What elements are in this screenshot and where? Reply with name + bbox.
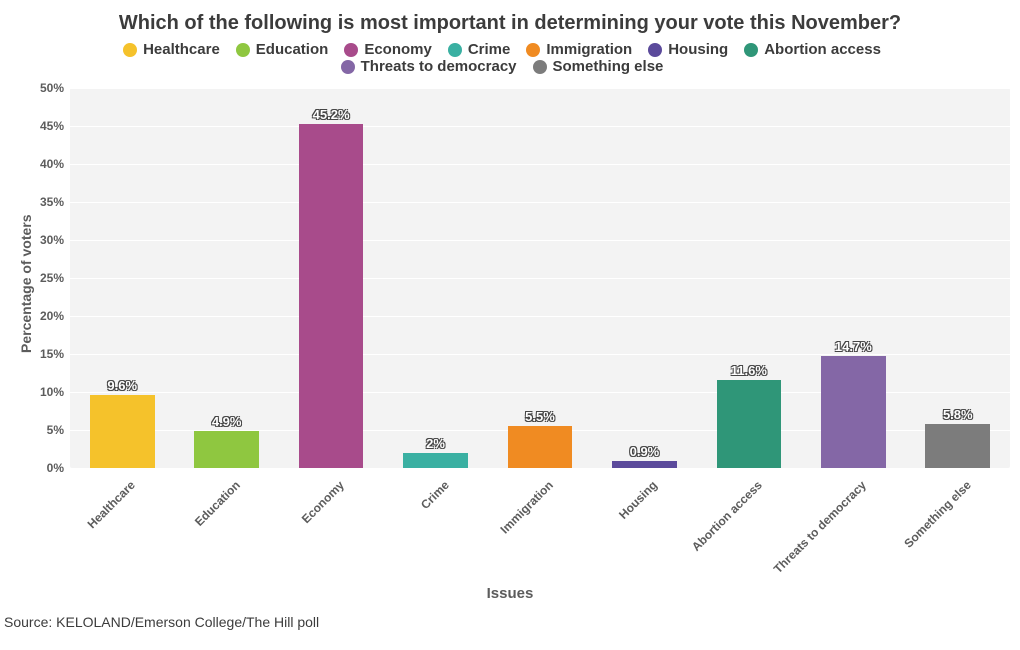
gridline: [70, 468, 1010, 469]
x-tick-label: Housing: [544, 478, 660, 594]
bar-value-label: 2%: [371, 436, 501, 451]
legend-label: Housing: [668, 41, 728, 58]
legend-label: Healthcare: [143, 41, 220, 58]
legend-swatch: [123, 43, 137, 57]
legend-swatch: [344, 43, 358, 57]
x-tick-label: Immigration: [440, 478, 556, 594]
y-tick-label: 30%: [28, 233, 64, 247]
legend-item: Crime: [448, 41, 511, 58]
legend: Healthcare Education Economy Crime Immigrati…: [0, 35, 1020, 79]
legend-label: Something else: [553, 58, 664, 75]
x-tick-label: Threats to democracy: [753, 478, 869, 594]
bar: 5.5%: [508, 426, 573, 468]
legend-item: Housing: [648, 41, 728, 58]
legend-swatch: [744, 43, 758, 57]
bar-value-label: 0.9%: [580, 444, 710, 459]
source-text: Source: KELOLAND/Emerson College/The Hil…: [4, 614, 319, 630]
bar-value-label: 5.8%: [893, 407, 1020, 422]
bar-value-label: 5.5%: [475, 409, 605, 424]
legend-item: Education: [236, 41, 329, 58]
x-tick-label: Crime: [335, 478, 451, 594]
plot-inner: 9.6% 4.9% 45.2% 2% 5.5% 0.9% 11.6% 14.7% 5.8%: [70, 88, 1010, 468]
y-tick-label: 10%: [28, 385, 64, 399]
bar-value-label: 11.6%: [684, 363, 814, 378]
y-tick-label: 45%: [28, 119, 64, 133]
legend-item: Economy: [344, 41, 432, 58]
legend-item: Something else: [533, 58, 664, 75]
legend-swatch: [533, 60, 547, 74]
x-tick-label: Something else: [858, 478, 974, 594]
y-tick-label: 25%: [28, 271, 64, 285]
gridline: [70, 126, 1010, 127]
y-tick-label: 50%: [28, 81, 64, 95]
gridline: [70, 164, 1010, 165]
bar: 0.9%: [612, 461, 677, 468]
legend-label: Economy: [364, 41, 432, 58]
gridline: [70, 88, 1010, 89]
y-tick-label: 35%: [28, 195, 64, 209]
bar: 2%: [403, 453, 468, 468]
gridline: [70, 240, 1010, 241]
gridline: [70, 316, 1010, 317]
bar: 5.8%: [925, 424, 990, 468]
bar-value-label: 9.6%: [57, 378, 187, 393]
legend-label: Threats to democracy: [361, 58, 517, 75]
bar: 14.7%: [821, 356, 886, 468]
bar: 4.9%: [194, 431, 259, 468]
plot-area: 9.6% 4.9% 45.2% 2% 5.5% 0.9% 11.6% 14.7% 5.8%: [70, 88, 1010, 468]
legend-item: Immigration: [526, 41, 632, 58]
legend-swatch: [526, 43, 540, 57]
bar: 11.6%: [717, 380, 782, 468]
x-tick-label: Education: [127, 478, 243, 594]
bar-value-label: 4.9%: [162, 414, 292, 429]
bar-value-label: 14.7%: [789, 339, 919, 354]
x-tick-label: Abortion access: [649, 478, 765, 594]
legend-swatch: [648, 43, 662, 57]
y-tick-label: 15%: [28, 347, 64, 361]
legend-swatch: [236, 43, 250, 57]
legend-item: Healthcare: [123, 41, 220, 58]
legend-label: Crime: [468, 41, 511, 58]
gridline: [70, 278, 1010, 279]
legend-label: Education: [256, 41, 329, 58]
legend-item: Abortion access: [744, 41, 881, 58]
legend-label: Immigration: [546, 41, 632, 58]
chart-title: Which of the following is most important…: [0, 0, 1020, 35]
legend-label: Abortion access: [764, 41, 881, 58]
x-tick-label: Healthcare: [22, 478, 138, 594]
legend-swatch: [448, 43, 462, 57]
y-tick-label: 40%: [28, 157, 64, 171]
bar-value-label: 45.2%: [266, 107, 396, 122]
bar: 45.2%: [299, 124, 364, 468]
gridline: [70, 202, 1010, 203]
y-tick-label: 0%: [28, 461, 64, 475]
y-tick-label: 5%: [28, 423, 64, 437]
x-tick-label: Economy: [231, 478, 347, 594]
y-tick-label: 20%: [28, 309, 64, 323]
legend-item: Threats to democracy: [341, 58, 517, 75]
legend-swatch: [341, 60, 355, 74]
bar: 9.6%: [90, 395, 155, 468]
